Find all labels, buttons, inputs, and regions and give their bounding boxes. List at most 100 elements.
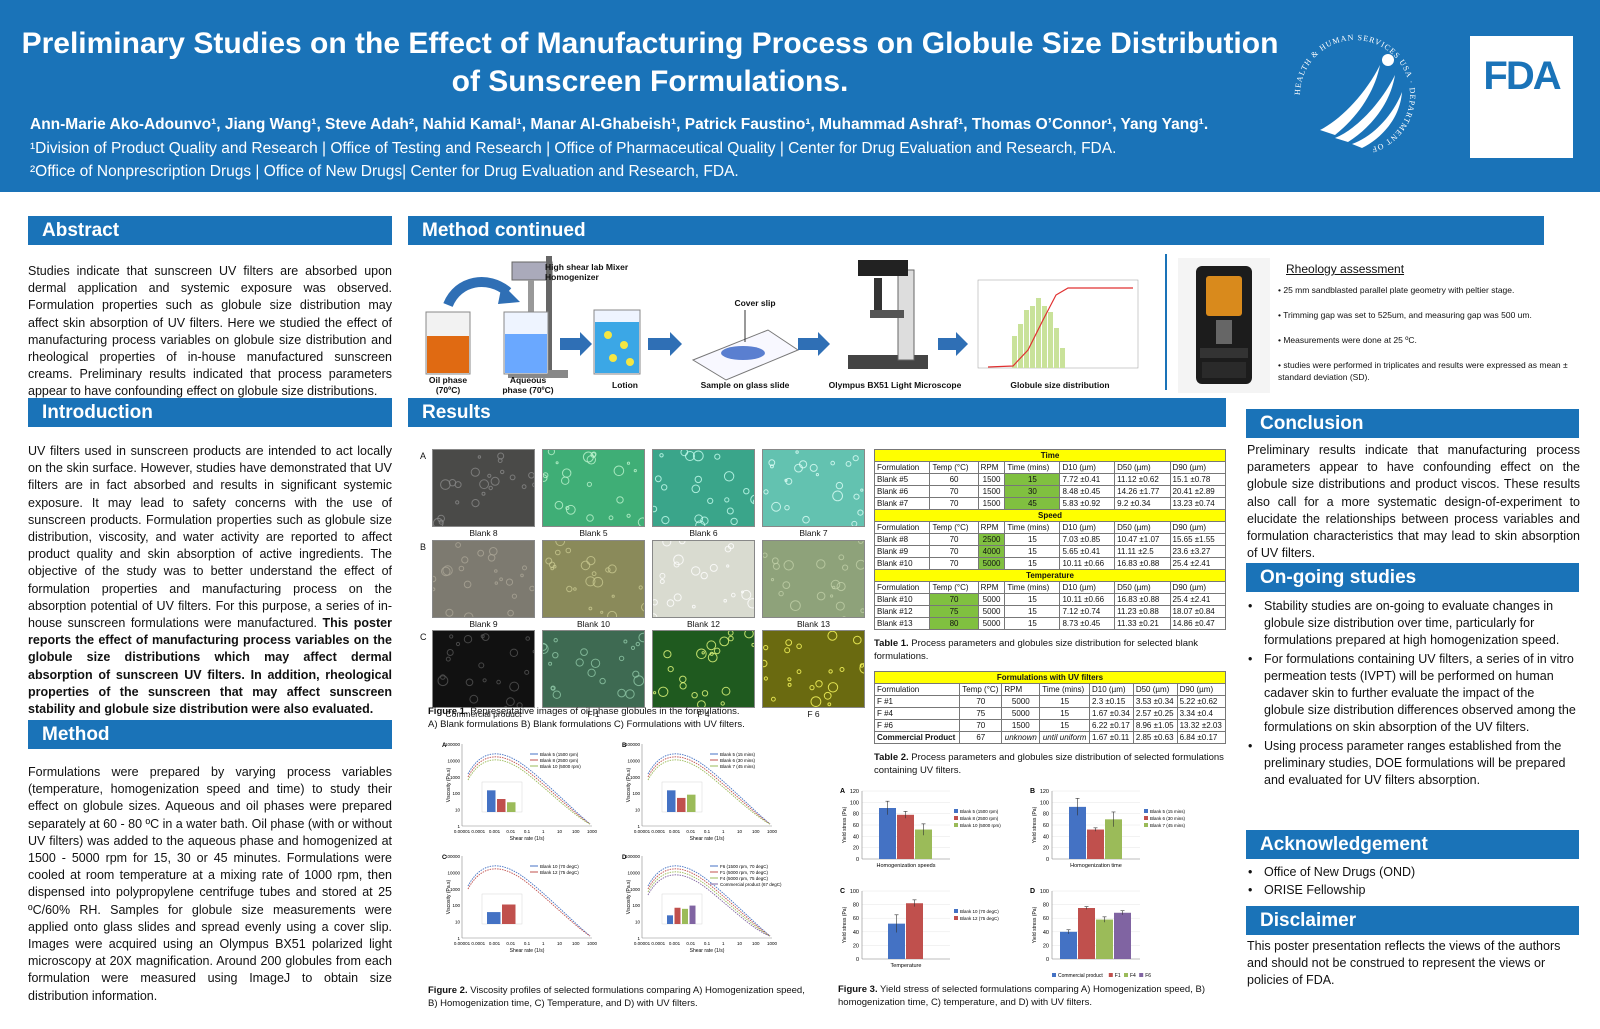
rheology-item-3: • Measurements were done at 25 ºC. [1278, 335, 1417, 345]
table-cell: 1500 [1001, 719, 1041, 732]
table-cell: 4000 [977, 545, 1006, 558]
y-tick-label: 0 [856, 857, 859, 863]
hhs-seal-logo: HEALTH & HUMAN SERVICES USA · DEPARTMENT… [1293, 33, 1416, 155]
globule [455, 641, 461, 647]
distribution-label: Globule size distribution [1010, 380, 1110, 390]
table-row: Blank #7 70 1500 45 5.83 ±0.92 9.2 ±0.34 13.23… [873, 497, 1227, 510]
category-label: Temperature [891, 963, 922, 969]
table-column-header: Formulation [873, 683, 961, 696]
table-cell: 7.72 ±0.41 [1059, 473, 1116, 486]
globule [727, 631, 734, 636]
x-tick-label: 0.00001 [634, 941, 651, 946]
globule [554, 500, 564, 510]
y-tick-label: 100 [1040, 889, 1049, 895]
y-tick-label: 1000 [450, 775, 461, 780]
acknowledgement-item: ORISE Fellowship [1246, 882, 1576, 899]
globule [635, 641, 641, 647]
micrograph-caption: Blank 13 [796, 619, 831, 629]
globule [471, 499, 480, 508]
table-cell: 15 [1039, 707, 1091, 720]
table2: Formulations with UV filters Formulation T… [873, 671, 1227, 744]
legend-swatch [1144, 809, 1148, 813]
conclusion-heading: Conclusion [1246, 409, 1579, 438]
globule [494, 569, 498, 573]
x-tick-label: 0.001 [489, 829, 501, 834]
table-cell: 15 [1004, 473, 1061, 486]
globule [680, 450, 689, 457]
table-cell: 67 [959, 731, 1003, 744]
globule [750, 494, 754, 505]
oil-phase-label: Oil phase (70ºC) [428, 375, 468, 395]
inset-bar [682, 908, 688, 924]
panel-label: D [622, 855, 627, 861]
y-tick-label: 20 [853, 846, 859, 852]
globule [784, 505, 790, 511]
globule [707, 497, 714, 505]
viscosity-curve [647, 753, 771, 825]
globule [720, 701, 725, 706]
y-tick-label: 10 [455, 920, 461, 925]
globule [607, 564, 617, 574]
author-list: Ann-Marie Ako-Adounvo¹, Jiang Wang¹, Ste… [30, 116, 1209, 133]
globule [616, 496, 624, 504]
globule [852, 455, 859, 462]
globule [857, 509, 864, 516]
figure3-text: Yield stress of selected formulations co… [838, 984, 1205, 1008]
table-row: Blank #10 70 5000 15 10.11 ±0.66 16.83 ±0.88 2… [873, 593, 1227, 606]
x-tick-label: 100 [572, 829, 580, 834]
globule [477, 549, 485, 557]
y-tick-label: 0 [1046, 857, 1049, 863]
legend-entry: Blank 7 (45 mins) [1150, 823, 1186, 828]
x-axis-label: Shear rate (1/s) [690, 948, 725, 954]
globule [701, 651, 705, 655]
x-tick-label: 10 [557, 829, 563, 834]
cover-slip-label: Cover slip [734, 298, 776, 308]
poster-title-line1: Preliminary Studies on the Effect of Man… [21, 27, 1279, 60]
globule [763, 676, 769, 681]
panel-label: A [442, 743, 447, 749]
table-cell: 6.84 ±0.17 [1176, 731, 1227, 744]
globule [465, 678, 474, 687]
table-column-header-row: Formulation Temp (°C) RPM Time (mins) D10 (µ… [873, 461, 1227, 474]
x-tick-label: 0.01 [506, 829, 515, 834]
globule [782, 581, 791, 589]
viscosity-chart-A: A 1 10 100 1000 10000 100000 0.00001 0.0001 0.001… [442, 742, 598, 842]
table-cell: 23.6 ±3.27 [1169, 545, 1227, 558]
table-cell: Blank #6 [873, 485, 931, 498]
y-tick-label: 1000 [450, 887, 461, 892]
globule [437, 675, 449, 687]
disclaimer-text: This poster presentation reflects the vi… [1247, 939, 1561, 988]
yield-chart-D: D 0 20 40 60 80 100 Yield stress (Pa) Commercial… [1030, 888, 1151, 979]
table-cell: 11.11 ±2.5 [1114, 545, 1171, 558]
globule [691, 484, 701, 494]
globule [679, 682, 687, 690]
table-column-header: RPM [977, 461, 1006, 474]
micrograph-caption: Blank 6 [689, 528, 718, 538]
legend-entry: Blank 12 (75 degC) [540, 870, 579, 875]
globule [509, 474, 516, 481]
globule [723, 471, 735, 482]
globule [839, 667, 845, 672]
table-cell: F #4 [873, 707, 961, 720]
globule [638, 632, 644, 643]
globule [696, 648, 707, 660]
yield-chart-C: C 0 20 40 60 80 100 Yield stress (Pa) Temperatur… [840, 888, 999, 969]
table-cell: 13.32 ±2.03 [1176, 719, 1227, 732]
globule [562, 468, 572, 478]
x-tick-label: 1 [542, 829, 545, 834]
y-tick-label: 60 [853, 916, 859, 922]
globule [787, 677, 792, 682]
panel-label: C [442, 855, 447, 861]
table-column-header: Temp (°C) [959, 683, 1003, 696]
globule [463, 612, 474, 617]
table-cell: 70 [929, 485, 979, 498]
micrograph-image [652, 630, 755, 708]
y-axis-label: Yield stress (Pa) [842, 806, 848, 843]
table-cell: 8.48 ±0.45 [1059, 485, 1116, 498]
legend-entry: Blank 8 (2500 rpm) [960, 816, 999, 821]
globule [586, 514, 594, 522]
table-column-header: Temp (°C) [929, 461, 979, 474]
globule [489, 547, 498, 556]
table-cell: 15 [1039, 695, 1091, 708]
bar [906, 903, 923, 959]
